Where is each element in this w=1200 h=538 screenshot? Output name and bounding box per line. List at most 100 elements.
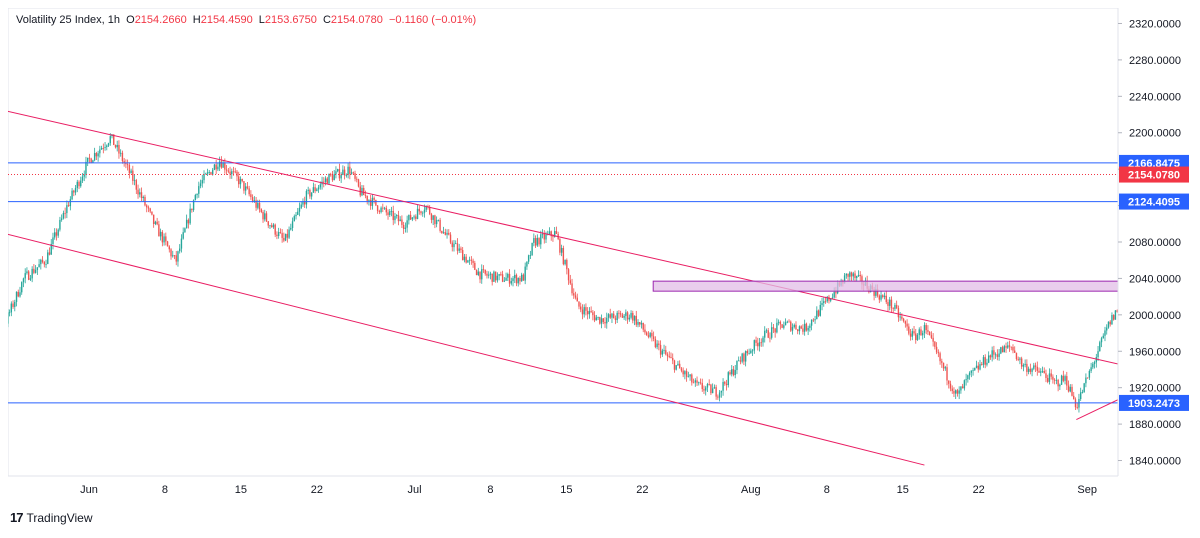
candle [807,326,808,335]
candle [1142,287,1143,297]
candle [1080,388,1081,401]
candle [292,218,293,232]
candle [1132,284,1133,292]
candle [806,323,807,332]
plot-frame [8,8,1118,476]
candle [1191,316,1192,335]
candle [707,383,708,392]
candle [299,203,300,217]
candle [613,311,614,319]
interval-label[interactable]: 1h [108,14,120,26]
candle [47,250,48,265]
candle [894,303,895,311]
candle [1097,346,1098,361]
candle [849,271,850,280]
level-price-label[interactable]: 1903.2473 [1119,395,1189,411]
high-value: 2154.4590 [201,14,253,26]
plot-area[interactable] [0,8,1200,476]
candle [884,293,885,300]
candle [505,273,506,281]
candle [908,323,909,335]
candle [955,389,956,399]
candle [618,310,619,318]
candle [913,326,914,336]
candle [63,211,64,220]
candle [398,211,399,225]
candle [136,179,137,194]
candle [1044,367,1045,373]
candle [1146,301,1147,304]
candle [575,292,576,300]
candle [127,160,128,171]
candle [523,273,524,280]
candle [380,206,381,213]
candle [132,166,133,185]
candle [589,307,590,319]
candle [778,319,779,325]
candle [469,257,470,265]
candle [491,273,492,285]
candle [347,163,348,178]
candle [736,360,737,374]
candle [556,227,557,234]
change-value: −0.1160 (−0.01%) [389,14,476,26]
candle [1160,328,1161,342]
candle [669,351,670,358]
candle [530,251,531,259]
candle [1111,312,1112,325]
candle [611,313,612,323]
candle [1057,379,1058,391]
candle [403,222,404,234]
candle [228,168,229,173]
candle [700,378,701,384]
candle [351,168,352,174]
candle [519,276,520,285]
level-price-label[interactable]: 2124.4095 [1119,194,1189,210]
candle [1174,358,1175,370]
candle [582,304,583,319]
candle [0,332,1,341]
candle [304,197,305,208]
candle [594,311,595,322]
time-tick-label: 22 [636,484,648,496]
price-axis[interactable]: 2320.00002280.00002240.00002200.00002160… [1118,8,1189,476]
candle [578,301,579,309]
candle [80,177,81,188]
candle [210,172,211,175]
candle [87,158,88,166]
candle [335,166,336,178]
last-price-label[interactable]: 2154.0780 [1119,167,1189,183]
candle [1070,384,1071,392]
candle [811,319,812,330]
candle [203,170,204,183]
candle [436,216,437,227]
candle [408,215,409,225]
channel-upper-trendline[interactable] [0,103,1174,377]
candle [972,368,973,376]
candle [82,173,83,183]
candle [728,371,729,387]
candle [656,340,657,349]
candle [958,386,959,399]
candle [11,301,12,316]
candle [420,211,421,216]
candle [769,332,770,342]
candle [115,145,116,149]
candle [646,331,647,336]
candle [747,349,748,355]
symbol-name[interactable]: Volatility 25 Index [16,14,102,26]
candle [596,315,597,321]
candle [780,320,781,329]
candle [16,291,17,306]
candle [997,349,998,360]
candle [568,268,569,285]
candle [125,159,126,168]
candle [741,353,742,364]
candle [49,247,50,255]
candle [932,333,933,346]
candle [644,324,645,334]
tradingview-brand[interactable]: 17 TradingView [10,510,93,525]
